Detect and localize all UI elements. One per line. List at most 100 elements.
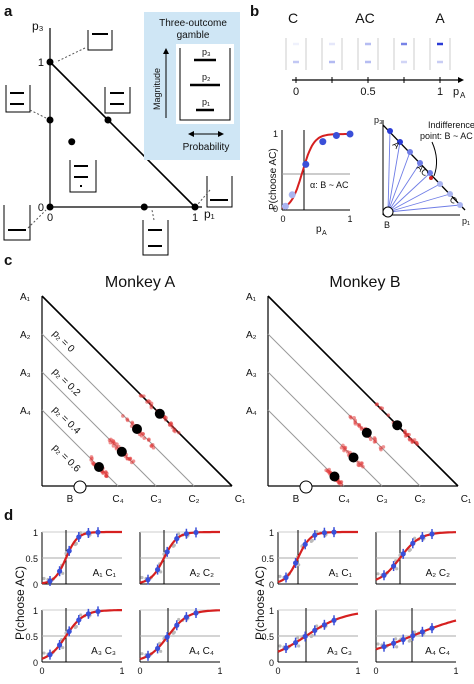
d-xtick-1: 1: [217, 666, 222, 676]
b-indifference-arrow: [431, 141, 438, 177]
inset-probability-arrowhead-left: [188, 131, 194, 137]
inset-probability-label: Probability: [183, 142, 230, 153]
b-pa-label: p: [453, 86, 459, 98]
d-fit-curve: [139, 609, 220, 661]
d-xtick-1: 1: [355, 666, 360, 676]
c-col-label-4: C₁: [461, 494, 472, 505]
b-tri-dot-1: [397, 139, 403, 145]
c-scatter-dot: [407, 437, 412, 442]
d-ytick: 1: [33, 528, 38, 538]
b-tri-label-ac: AC: [415, 162, 431, 178]
c-row-label-0: A₁: [246, 292, 257, 303]
c-p2-label-1: p₂ = 0.2: [50, 366, 83, 399]
d-mean-dot: [85, 530, 91, 536]
b-tri-dot-2: [407, 149, 413, 155]
d-mean-dot: [95, 529, 101, 535]
c-scatter-dot: [172, 427, 177, 432]
b-psych-point-2: [302, 160, 310, 168]
d-fit-curve: [375, 619, 457, 651]
c-scatter-dot: [121, 414, 125, 418]
d-raw-dot: [407, 639, 411, 643]
inset-magnitude-arrowhead: [163, 48, 169, 54]
d-mean-dot: [66, 548, 72, 554]
b-tick-0: 0: [293, 86, 299, 98]
c-scatter-dot: [374, 402, 379, 407]
b-tri-arrow-6: [387, 193, 451, 213]
inset-title-2: gamble: [177, 30, 210, 41]
d-ytick: 0.5: [25, 632, 38, 642]
c-col-label-0: B: [67, 494, 74, 505]
c-scatter-dot: [168, 423, 172, 428]
c-scatter-dot: [112, 441, 117, 446]
d-xtick-0: 0: [39, 666, 44, 676]
d-raw-dot: [177, 532, 181, 536]
panel-a-ytick-1: 1: [38, 57, 44, 69]
b-tick-05: 0.5: [360, 86, 375, 98]
inset-magnitude-label: Magnitude: [152, 68, 162, 110]
d-raw-dot: [413, 536, 417, 540]
d-raw-dot: [61, 645, 65, 650]
c-scatter-dot: [163, 417, 168, 422]
c-scatter-dot: [356, 460, 361, 465]
d-mean-dot: [183, 614, 189, 620]
c-scatter-dot: [352, 415, 356, 420]
b-tick-1: 1: [437, 86, 443, 98]
panel-a-leader-5: [197, 189, 211, 205]
c-p2-label-0: p₂ = 0: [50, 328, 77, 355]
d-mean-dot: [57, 642, 63, 648]
c-scatter-dot: [368, 437, 373, 442]
d-mean-dot: [293, 640, 299, 646]
d-mean-dot: [183, 531, 189, 537]
d-raw-dot: [79, 613, 83, 617]
c-title-monkey-a: Monkey A: [105, 274, 176, 291]
inset-glyph-frame: [179, 48, 231, 121]
b-psych-point-4: [332, 132, 340, 140]
d-fit-curve: [375, 531, 456, 581]
c-title-monkey-b: Monkey B: [329, 274, 400, 291]
gamble-glyph-d: [69, 160, 97, 193]
d-xtick-1: 1: [453, 666, 458, 676]
d-ytick: 0: [33, 658, 38, 668]
c-scatter-dot: [337, 481, 341, 485]
d-ytick: 0: [269, 658, 274, 668]
panel-c-letter: c: [4, 252, 12, 269]
d-mean-dot: [164, 634, 170, 640]
panel-a-y-label: p₃: [32, 19, 44, 33]
d-xtick-0: 0: [137, 666, 142, 676]
c-p2-label-2: p₂ = 0.4: [50, 404, 83, 437]
c-hypotenuse: [267, 295, 459, 487]
panel-a-point-3: [68, 138, 76, 146]
d-mean-dot: [410, 540, 416, 546]
c-row-label-1: A₂: [246, 330, 257, 341]
c-scatter-dot: [104, 474, 109, 478]
b-indifference-point: [429, 176, 433, 180]
d-raw-dot: [278, 644, 282, 648]
panel-a-letter: a: [4, 3, 13, 20]
d-mean-dot: [391, 563, 397, 569]
c-col-label-2: C₃: [150, 494, 161, 505]
inset-p2-label: p₂: [202, 72, 211, 82]
panel-a-leader-2: [29, 109, 47, 119]
c-row-label-1: A₂: [20, 330, 31, 341]
gamble-glyph-e: [3, 205, 31, 241]
d-mean-dot: [419, 629, 425, 635]
b-pa-arrowhead: [458, 77, 464, 83]
d-raw-dot: [296, 636, 300, 640]
b-tri-arrow-5: [387, 183, 441, 213]
panel-a-hypotenuse: [49, 61, 196, 208]
panel-d-letter: d: [4, 507, 13, 524]
d-raw-dot: [309, 634, 313, 639]
c-scatter-dot: [89, 458, 93, 462]
panel-a-ytick-0: 0: [38, 202, 44, 214]
d-mean-dot: [302, 633, 308, 640]
d-mean-dot: [312, 627, 318, 633]
c-p2-label-3: p₂ = 0.6: [50, 442, 83, 475]
b-tri-point-b: [382, 206, 394, 218]
b-indifference-label-2: point: B ~ AC: [420, 131, 473, 141]
c-scatter-dot: [353, 421, 358, 426]
d-xlabel: p: [176, 681, 182, 684]
d-mean-dot: [174, 622, 180, 628]
b-psych-ylabel: P(choose AC): [268, 148, 279, 210]
d-mean-dot: [302, 541, 308, 547]
d-mean-dot: [193, 529, 199, 536]
